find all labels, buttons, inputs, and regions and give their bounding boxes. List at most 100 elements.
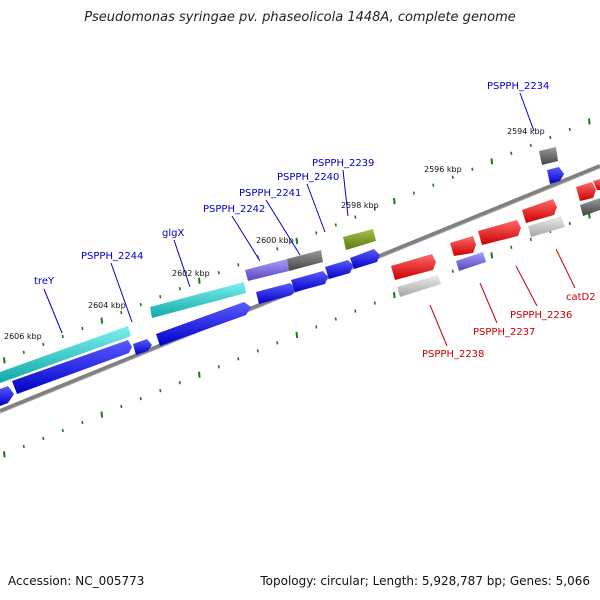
gene-arrow-fwd-2: [12, 340, 132, 394]
genome-title: Pseudomonas syringae pv. phaseolicola 14…: [84, 10, 516, 25]
major-tick: [490, 158, 494, 165]
gene-arrow-fwd-5: [256, 283, 296, 304]
forward-gene-label[interactable]: PSPPH_2242: [203, 204, 265, 215]
reverse-leader-line: [479, 282, 498, 324]
major-tick: [198, 277, 201, 284]
gene-arrow-rev-1: [391, 254, 436, 280]
minor-tick: [217, 365, 220, 369]
minor-tick: [61, 334, 64, 339]
forward-gene-label[interactable]: treY: [34, 276, 55, 287]
forward-leader-line: [519, 92, 535, 132]
gene-arrow-fwd-7: [325, 260, 353, 279]
minor-tick: [276, 247, 279, 251]
major-tick: [295, 237, 299, 245]
axis-label: 2596 kbp: [424, 165, 462, 174]
reverse-gene-label[interactable]: PSPPH_2236: [510, 310, 572, 321]
forward-gene-label[interactable]: PSPPH_2241: [239, 188, 301, 199]
minor-tick: [412, 191, 415, 195]
minor-tick: [471, 167, 474, 171]
minor-tick: [354, 309, 357, 313]
gene-arrow-PSPPH_2237: [456, 252, 486, 271]
gene-arrow-rev-2: [450, 236, 476, 256]
gene-arrow-rev-4: [522, 199, 557, 223]
minor-tick: [159, 389, 162, 393]
reverse-leader-line: [515, 265, 538, 307]
minor-tick: [373, 301, 376, 305]
forward-gene-label[interactable]: PSPPH_2234: [487, 81, 549, 92]
minor-tick: [159, 295, 162, 299]
minor-tick: [510, 245, 513, 249]
minor-tick: [529, 237, 532, 242]
reverse-strand-features: [391, 179, 600, 297]
reverse-gene-label[interactable]: catD2: [566, 292, 596, 303]
major-tick: [100, 317, 104, 324]
minor-tick: [120, 310, 123, 315]
reverse-leader-line: [429, 304, 448, 347]
forward-leader-line: [110, 262, 133, 323]
minor-tick: [139, 302, 142, 307]
forward-leader-line: [265, 199, 301, 256]
gene-arrow-catD2: [576, 182, 596, 201]
minor-tick: [178, 287, 181, 291]
label-leader-lines: [43, 92, 576, 347]
gene-arrow-PSPPH_2234: [539, 147, 558, 165]
minor-tick: [42, 436, 45, 441]
gene-arrow-rev-3: [478, 220, 521, 245]
axis-label: 2606 kbp: [4, 332, 42, 341]
minor-tick: [61, 428, 64, 433]
minor-tick: [276, 341, 279, 345]
minor-tick: [373, 207, 376, 211]
forward-leader-line: [342, 169, 349, 217]
major-tick: [393, 198, 396, 205]
gene-arrow-PSPPH_2236: [528, 216, 565, 237]
gene-arrow-fwd-8: [350, 249, 380, 269]
gene-arrow-fwd-3: [133, 339, 152, 355]
forward-leader-line: [306, 183, 326, 233]
reverse-leader-line: [555, 248, 576, 289]
accession-text: Accession: NC_005773: [8, 574, 145, 588]
major-tick: [100, 411, 104, 418]
gene-arrow-fwd-4: [156, 302, 251, 346]
major-tick: [490, 252, 494, 259]
axis-label: 2598 kbp: [341, 201, 379, 210]
minor-tick: [568, 221, 571, 226]
major-tick: [198, 371, 201, 378]
gene-arrow-PSPPH_2239: [343, 229, 376, 250]
minor-tick: [120, 404, 123, 409]
minor-tick: [334, 223, 337, 227]
gene-arrow-rev-5: [593, 179, 600, 190]
forward-leader-line: [43, 288, 63, 334]
major-tick: [3, 357, 6, 364]
forward-gene-label[interactable]: PSPPH_2240: [277, 172, 339, 183]
axis-label: 2594 kbp: [507, 127, 545, 136]
reverse-gene-label[interactable]: PSPPH_2237: [473, 327, 535, 338]
minor-tick: [451, 175, 454, 179]
minor-tick: [139, 396, 142, 401]
minor-tick: [315, 231, 318, 235]
minor-tick: [529, 143, 532, 148]
major-tick: [295, 331, 299, 339]
major-tick: [588, 118, 591, 125]
minor-tick: [510, 151, 513, 155]
gene-arrow-treY: [0, 326, 131, 383]
minor-tick: [22, 444, 25, 449]
topology-text: Topology: circular; Length: 5,928,787 bp…: [260, 574, 590, 588]
gene-arrow-glgX: [150, 282, 246, 318]
axis-label: 2602 kbp: [172, 269, 210, 278]
tick-row-upper: [3, 118, 591, 364]
gene-arrow-fwd-6: [291, 271, 328, 292]
minor-tick: [178, 381, 181, 385]
minor-tick: [334, 317, 337, 321]
gene-labels: treY PSPPH_2244 glgX PSPPH_2242 PSPPH_2241 PS…: [34, 81, 596, 360]
forward-gene-label[interactable]: PSPPH_2239: [312, 158, 374, 169]
minor-tick: [568, 127, 571, 132]
minor-tick: [81, 326, 84, 331]
forward-gene-label[interactable]: PSPPH_2244: [81, 251, 143, 262]
tick-row-lower: [3, 212, 591, 458]
reverse-gene-label[interactable]: PSPPH_2238: [422, 349, 484, 360]
minor-tick: [22, 350, 25, 355]
minor-tick: [217, 271, 220, 275]
gene-arrow-PSPPH_2241: [287, 250, 323, 271]
axis-label: 2600 kbp: [256, 236, 294, 245]
forward-gene-label[interactable]: glgX: [162, 228, 184, 239]
